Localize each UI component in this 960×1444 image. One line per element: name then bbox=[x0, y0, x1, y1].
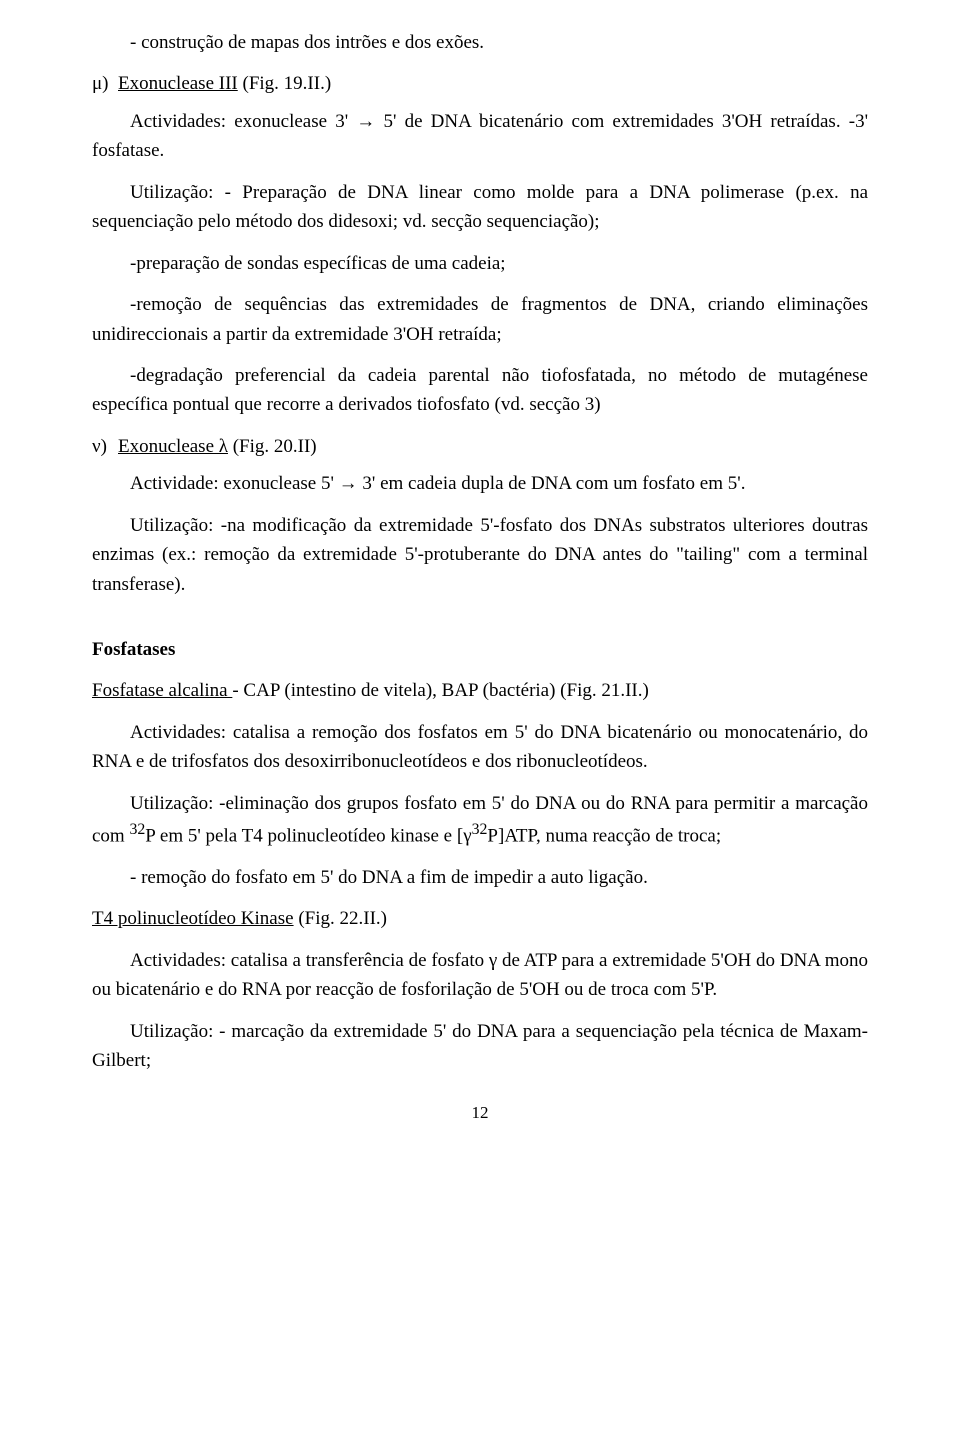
paragraph: - construção de mapas dos intrões e dos … bbox=[92, 28, 868, 57]
fosfatase-alcalina-label: Fosfatase alcalina bbox=[92, 680, 232, 701]
paragraph: Actividades: catalisa a transferência de… bbox=[92, 946, 868, 1005]
greek-marker: μ) bbox=[92, 69, 118, 98]
list-item-nu: ν) Exonuclease λ (Fig. 20.II) bbox=[92, 432, 868, 461]
greek-marker: ν) bbox=[92, 432, 118, 461]
paragraph: Actividade: exonuclease 5' → 3' em cadei… bbox=[92, 469, 868, 498]
exolambda-label: Exonuclease λ bbox=[118, 436, 228, 457]
text-run: P]ATP, numa reacção de troca; bbox=[487, 826, 721, 847]
paragraph: -remoção de sequências das extremidades … bbox=[92, 290, 868, 349]
paragraph: Utilização: - Preparação de DNA linear c… bbox=[92, 178, 868, 237]
list-item-mu: μ) Exonuclease III (Fig. 19.II.) bbox=[92, 69, 868, 98]
t4-kinase-line: T4 polinucleotídeo Kinase (Fig. 22.II.) bbox=[92, 904, 868, 933]
paragraph: Actividades: catalisa a remoção dos fosf… bbox=[92, 718, 868, 777]
paragraph: Utilização: -eliminação dos grupos fosfa… bbox=[92, 789, 868, 851]
section-heading-fosfatases: Fosfatases bbox=[92, 635, 868, 664]
page-content: - construção de mapas dos intrões e dos … bbox=[0, 0, 960, 1146]
sup-32: 32 bbox=[129, 821, 145, 838]
sup-32: 32 bbox=[472, 821, 488, 838]
t4-kinase-rest: (Fig. 22.II.) bbox=[294, 908, 387, 929]
paragraph: Utilização: -na modificação da extremida… bbox=[92, 511, 868, 599]
t4-kinase-label: T4 polinucleotídeo Kinase bbox=[92, 908, 294, 929]
exo3-ref: (Fig. 19.II.) bbox=[238, 73, 331, 94]
page-number: 12 bbox=[92, 1100, 868, 1126]
exo3-label: Exonuclease III bbox=[118, 73, 238, 94]
exolambda-ref: (Fig. 20.II) bbox=[228, 436, 317, 457]
paragraph: Actividades: exonuclease 3' → 5' de DNA … bbox=[92, 107, 868, 166]
paragraph: - remoção do fosfato em 5' do DNA a fim … bbox=[92, 863, 868, 892]
paragraph: -preparação de sondas específicas de uma… bbox=[92, 249, 868, 278]
text-run: P em 5' pela T4 polinucleotídeo kinase e… bbox=[145, 826, 471, 847]
paragraph: Utilização: - marcação da extremidade 5'… bbox=[92, 1017, 868, 1076]
fosfatase-alcalina-rest: - CAP (intestino de vitela), BAP (bactér… bbox=[232, 680, 649, 701]
fosfatase-alcalina-line: Fosfatase alcalina - CAP (intestino de v… bbox=[92, 676, 868, 705]
paragraph: -degradação preferencial da cadeia paren… bbox=[92, 361, 868, 420]
